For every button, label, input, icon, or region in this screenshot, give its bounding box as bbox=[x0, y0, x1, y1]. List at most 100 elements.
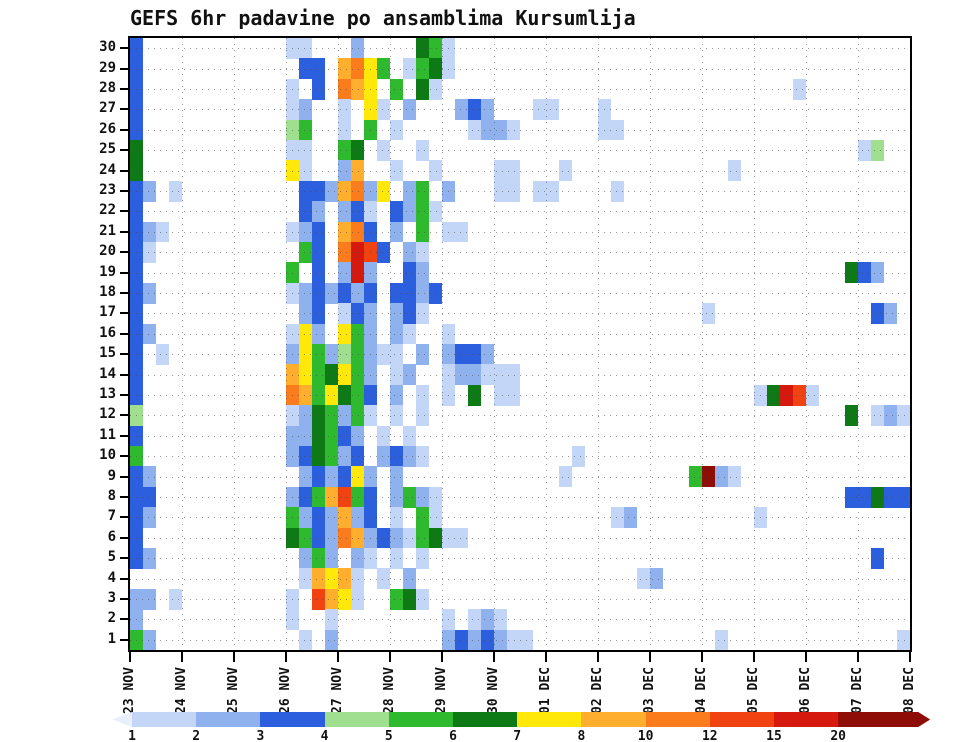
day-gridline bbox=[182, 38, 183, 650]
row-gridline bbox=[130, 599, 910, 600]
y-tick bbox=[120, 373, 130, 376]
row-gridline bbox=[130, 395, 910, 396]
y-tick-label: 6 bbox=[107, 528, 116, 545]
x-tick bbox=[389, 652, 391, 662]
colorbar-segment bbox=[324, 712, 390, 727]
y-tick-label: 19 bbox=[99, 263, 116, 280]
y-tick-label: 25 bbox=[99, 141, 116, 158]
colorbar-segment bbox=[196, 712, 261, 727]
row-gridline bbox=[130, 150, 910, 152]
x-tick bbox=[545, 652, 547, 662]
y-tick-label: 29 bbox=[99, 59, 116, 76]
row-gridline bbox=[130, 476, 910, 478]
y-tick-label: 18 bbox=[99, 284, 116, 300]
row-gridline bbox=[130, 272, 910, 274]
y-tick bbox=[120, 169, 130, 172]
colorbar-segment bbox=[260, 712, 326, 727]
y-tick bbox=[120, 618, 130, 621]
y-tick-label: 9 bbox=[107, 467, 116, 484]
colorbar-tick-label: 5 bbox=[384, 729, 393, 742]
y-tick bbox=[120, 638, 130, 641]
x-tick bbox=[805, 652, 807, 662]
y-tick bbox=[120, 332, 130, 335]
y-tick-label: 11 bbox=[99, 426, 116, 443]
colorbar-segment bbox=[132, 712, 197, 727]
x-tick-label: 05 DEC bbox=[746, 667, 761, 714]
y-tick-label: 23 bbox=[99, 182, 116, 198]
day-gridline bbox=[286, 38, 287, 650]
row-gridline bbox=[130, 619, 910, 621]
day-gridline bbox=[442, 38, 443, 650]
day-gridline bbox=[598, 38, 599, 650]
x-tick bbox=[857, 652, 859, 662]
colorbar-tick-label: 20 bbox=[830, 729, 847, 742]
y-tick bbox=[120, 434, 130, 437]
y-tick bbox=[120, 455, 130, 458]
colorbar-tick-label: 12 bbox=[701, 729, 718, 742]
day-gridline bbox=[390, 38, 391, 650]
row-gridline bbox=[130, 517, 910, 519]
y-tick bbox=[120, 353, 130, 356]
y-tick-label: 28 bbox=[99, 80, 116, 96]
y-tick-label: 14 bbox=[99, 365, 116, 382]
colorbar-segment bbox=[517, 712, 582, 727]
row-gridline bbox=[130, 537, 910, 539]
y-tick-label: 20 bbox=[99, 243, 116, 260]
y-tick-label: 1 bbox=[107, 630, 116, 647]
colorbar-tick-label: 6 bbox=[449, 729, 457, 742]
y-tick-label: 24 bbox=[99, 161, 116, 178]
colorbar-segment bbox=[645, 712, 711, 727]
day-gridline bbox=[858, 38, 859, 650]
row-gridline bbox=[130, 48, 910, 50]
row-gridline bbox=[130, 639, 910, 641]
y-tick-label: 2 bbox=[107, 610, 116, 627]
y-tick bbox=[120, 128, 130, 131]
x-tick-label: 04 DEC bbox=[694, 667, 709, 714]
y-tick-label: 5 bbox=[107, 549, 116, 566]
row-gridline bbox=[130, 68, 910, 70]
x-tick bbox=[701, 652, 703, 662]
day-gridline bbox=[234, 38, 235, 650]
colorbar-tick-label: 7 bbox=[513, 729, 522, 742]
row-gridline bbox=[130, 211, 910, 213]
row-gridline bbox=[130, 231, 910, 233]
y-tick bbox=[120, 230, 130, 233]
y-tick bbox=[120, 394, 130, 396]
x-tick bbox=[285, 652, 287, 662]
day-gridline bbox=[650, 38, 651, 650]
y-tick bbox=[120, 557, 130, 560]
heatmap-plot-area bbox=[130, 38, 910, 650]
y-tick-label: 12 bbox=[99, 406, 116, 423]
y-tick-label: 30 bbox=[99, 39, 116, 56]
row-gridline bbox=[130, 456, 910, 458]
x-tick bbox=[597, 652, 599, 662]
y-tick bbox=[120, 108, 130, 111]
row-gridline bbox=[130, 191, 910, 192]
y-tick-label: 8 bbox=[107, 488, 116, 504]
y-tick-label: 27 bbox=[99, 100, 116, 117]
x-tick bbox=[909, 652, 911, 662]
day-gridline bbox=[494, 38, 495, 650]
y-tick bbox=[120, 67, 130, 70]
row-gridline bbox=[130, 435, 910, 437]
row-gridline bbox=[130, 89, 910, 90]
x-tick bbox=[233, 652, 235, 662]
colorbar-segment bbox=[709, 712, 775, 727]
x-tick-label: 01 DEC bbox=[538, 667, 553, 714]
y-tick bbox=[120, 47, 130, 50]
y-tick bbox=[120, 577, 130, 580]
row-gridline bbox=[130, 109, 910, 111]
x-tick-label: 25 NOV bbox=[226, 667, 241, 714]
colorbar-segment bbox=[388, 712, 454, 727]
y-tick bbox=[120, 475, 130, 478]
y-tick bbox=[120, 149, 130, 152]
x-tick-label: 30 NOV bbox=[486, 667, 501, 714]
x-tick-label: 23 NOV bbox=[122, 667, 137, 714]
x-tick-label: 08 DEC bbox=[902, 667, 917, 714]
row-gridline bbox=[130, 578, 910, 580]
y-tick bbox=[120, 516, 130, 519]
day-gridline bbox=[546, 38, 547, 650]
colorbar-segment bbox=[581, 712, 647, 727]
day-gridline bbox=[702, 38, 703, 650]
